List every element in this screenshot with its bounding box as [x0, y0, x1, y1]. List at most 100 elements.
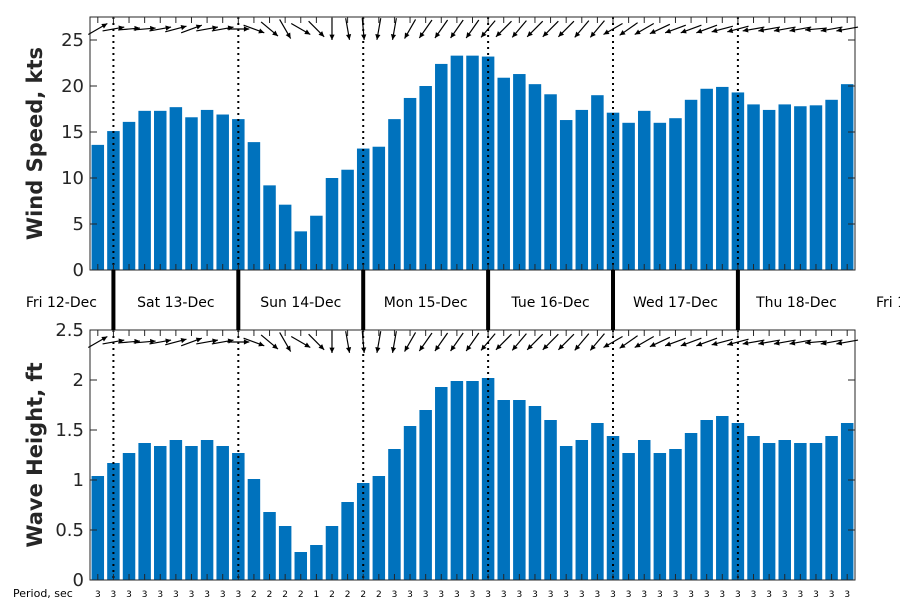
y-tick-label: 15: [61, 122, 84, 143]
bar-wind: [637, 110, 651, 270]
y-tick-label: 2: [73, 370, 84, 391]
direction-arrowhead: [227, 25, 234, 31]
direction-arrowhead: [789, 27, 796, 33]
period-value: 2: [251, 590, 257, 600]
period-value: 3: [204, 590, 210, 600]
bar-wind: [372, 146, 386, 270]
direction-arrowhead: [558, 31, 565, 37]
day-label: Fri 19-Dec: [876, 295, 900, 311]
bar-wind: [216, 114, 229, 271]
period-value: 3: [704, 590, 710, 600]
bar-wind: [622, 122, 635, 270]
bar-wave: [122, 453, 136, 580]
period-value: 3: [142, 590, 148, 600]
bar-wind: [778, 104, 791, 271]
bar-wind: [310, 215, 323, 270]
direction-arrowhead: [512, 31, 518, 38]
period-value: 2: [282, 590, 288, 600]
period-value: 1: [314, 590, 320, 600]
direction-arrowhead: [512, 344, 518, 351]
direction-arrowhead: [258, 341, 265, 347]
period-value: 3: [751, 590, 757, 600]
direction-arrowhead: [101, 23, 108, 29]
y-tick-label: 2.5: [55, 320, 84, 341]
direction-arrowhead: [758, 340, 765, 346]
y-axis-title: Wind Speed, kts: [23, 47, 47, 240]
direction-arrowhead: [285, 32, 291, 39]
y-tick-label: 20: [61, 76, 84, 97]
period-value: 3: [829, 590, 835, 600]
bar-wave: [825, 436, 838, 580]
period-value: 2: [267, 590, 273, 600]
direction-arrowhead: [361, 34, 367, 40]
direction-arrowhead: [711, 340, 718, 346]
direction-arrowhead: [574, 31, 581, 38]
bar-wind: [200, 109, 214, 270]
direction-arrowhead: [481, 344, 487, 351]
direction-arrowhead: [466, 32, 472, 39]
day-label: Tue 16-Dec: [510, 295, 589, 311]
period-value: 3: [485, 590, 491, 600]
direction-arrowhead: [329, 34, 335, 40]
bar-wind: [528, 84, 542, 270]
bar-wind: [716, 86, 729, 270]
bar-wave: [778, 440, 791, 580]
direction-arrowhead: [466, 345, 472, 352]
period-value: 3: [657, 590, 663, 600]
direction-arrowhead: [434, 32, 441, 39]
bar-wind: [794, 106, 807, 271]
period-value: 3: [235, 590, 241, 600]
period-value: 3: [766, 590, 772, 600]
bar-wave: [840, 423, 854, 580]
bar-wind: [419, 86, 432, 270]
bar-wind: [185, 117, 198, 270]
period-value: 2: [298, 590, 304, 600]
period-title: Period, sec: [13, 587, 73, 600]
direction-arrowhead: [590, 31, 596, 38]
period-value: 3: [423, 590, 429, 600]
y-tick-label: 1: [73, 470, 84, 491]
direction-arrowhead: [495, 344, 502, 350]
direction-arrowhead: [742, 340, 749, 346]
direction-arrowhead: [603, 29, 610, 35]
direction-arrowhead: [272, 343, 278, 350]
direction-arrowhead: [285, 345, 291, 352]
direction-arrowhead: [195, 24, 202, 30]
direction-arrowhead: [375, 34, 381, 40]
bar-wind: [278, 204, 292, 270]
direction-arrowhead: [820, 340, 827, 346]
direction-arrowhead: [634, 342, 641, 348]
direction-arrowhead: [346, 34, 352, 40]
bar-wave: [356, 483, 370, 580]
period-value: 3: [782, 590, 788, 600]
bar-wave: [528, 406, 542, 580]
direction-arrowhead: [212, 338, 218, 344]
bar-wave: [169, 440, 183, 580]
y-tick-label: 0: [73, 260, 84, 281]
bar-wave: [154, 446, 167, 580]
direction-arrowhead: [542, 344, 549, 350]
bar-wind: [825, 99, 838, 270]
bar-wind: [669, 118, 682, 270]
y-tick-label: 0.5: [55, 520, 84, 541]
bar-wave: [559, 446, 573, 580]
period-value: 3: [157, 590, 163, 600]
direction-arrowhead: [258, 28, 265, 34]
direction-arrowhead: [495, 31, 502, 37]
direction-arrowhead: [773, 27, 780, 33]
period-value: 2: [360, 590, 366, 600]
period-value: 2: [376, 590, 382, 600]
direction-arrowhead: [180, 338, 187, 344]
bar-wind: [122, 121, 136, 270]
bar-wind: [107, 131, 120, 270]
direction-arrowhead: [318, 31, 325, 37]
direction-arrowhead: [243, 26, 250, 32]
direction-arrowhead: [346, 347, 352, 353]
bar-wind: [91, 144, 105, 270]
bar-wind: [388, 119, 401, 271]
period-value: 3: [126, 590, 132, 600]
bar-wave: [669, 449, 682, 580]
bar-wind: [809, 105, 823, 270]
bar-wave: [310, 545, 323, 580]
bar-wave: [716, 416, 729, 580]
